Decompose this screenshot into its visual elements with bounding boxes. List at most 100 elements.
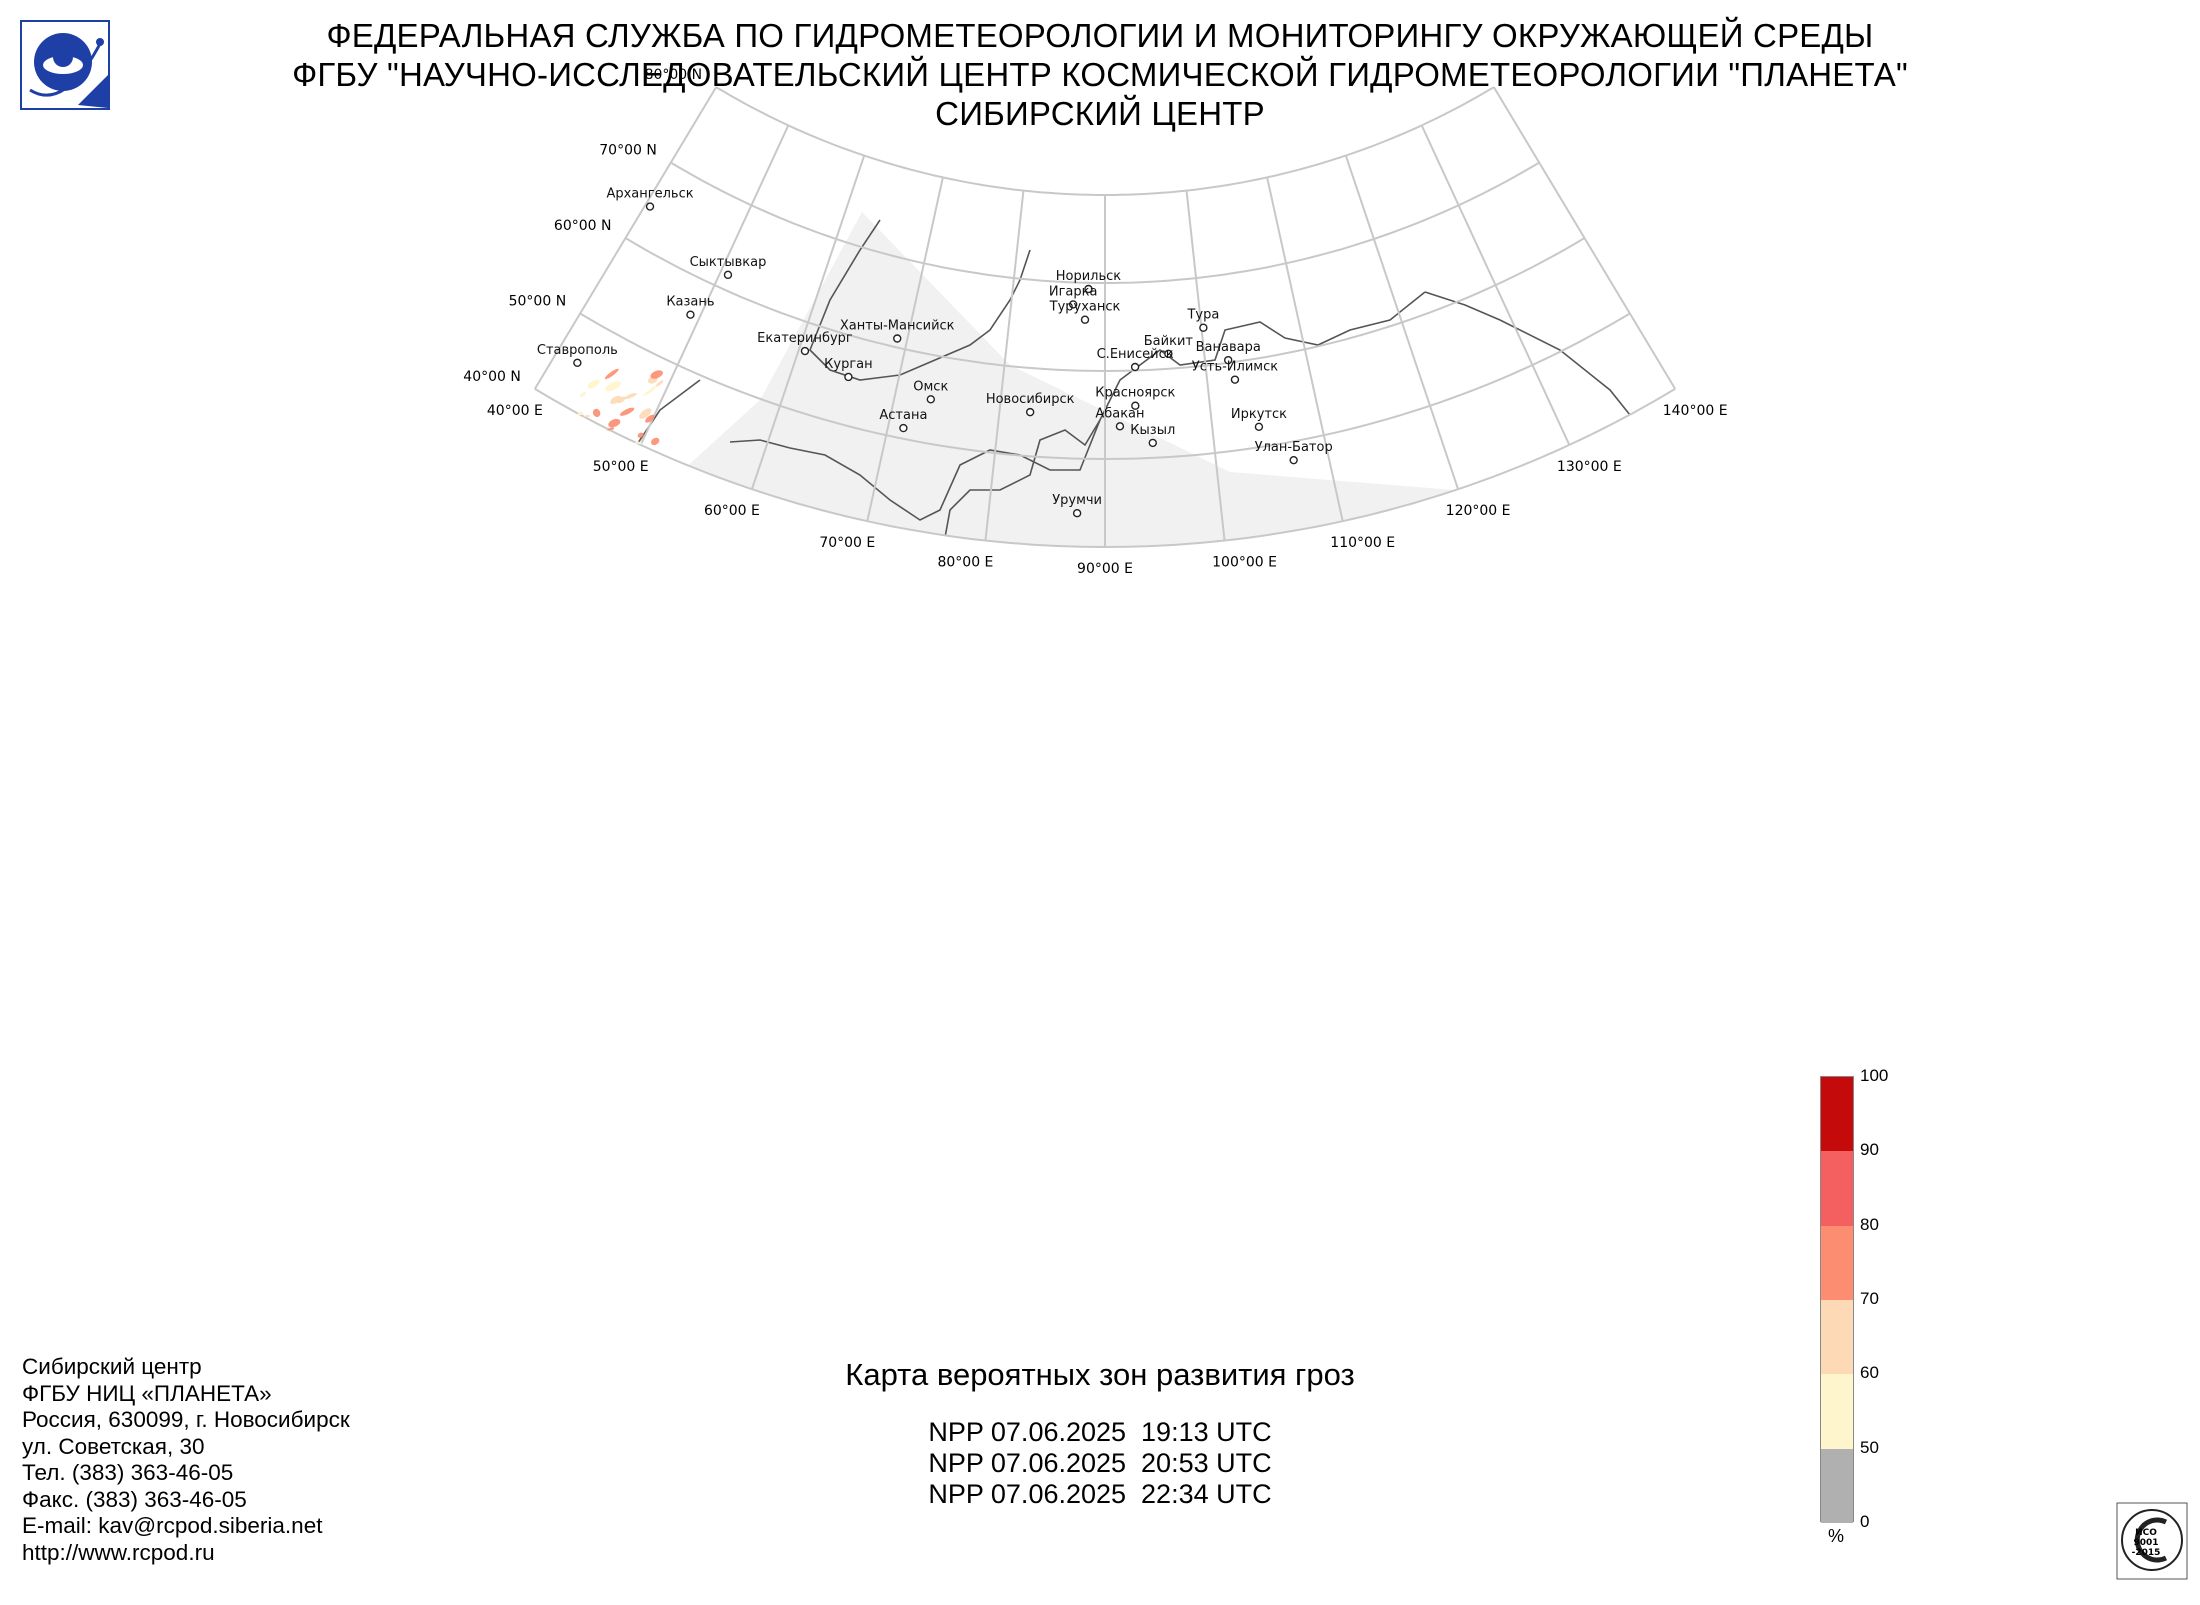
city-label: Ставрополь [537,343,618,358]
storm-cell [683,576,692,586]
storm-cell [817,596,831,606]
storm-cell [1398,908,1413,920]
storm-cell [1057,819,1073,832]
storm-cell [798,917,809,925]
storm-cell [650,586,660,595]
storm-cell [806,1092,817,1103]
map-title: Карта вероятных зон развития гроз [845,1357,1355,1392]
storm-cell [991,1091,1001,1101]
storm-cell [971,966,989,980]
storm-cell [578,503,594,515]
storm-cell [585,903,595,912]
storm-cell [647,489,661,499]
storm-cell [746,675,761,684]
storm-cell [1537,593,1546,600]
storm-cell [610,395,622,405]
storm-cell [1562,760,1576,768]
storm-cell [1190,1219,1206,1233]
storm-cell [683,935,699,948]
storm-cell [766,572,775,580]
storm-cell [602,525,613,533]
iso-text: ИСО [2135,1528,2157,1538]
storm-cell [921,1026,938,1041]
storm-cell [883,1102,897,1110]
city-label: Усть-Илимск [1192,360,1278,375]
storm-cell [1503,764,1509,769]
storm-cell [951,844,964,853]
storm-cell [685,851,696,861]
storm-cell [987,877,1007,894]
storm-cell [818,584,825,590]
storm-cell [1555,620,1564,627]
city-label: Красноярск [1095,386,1175,401]
storm-cell [955,1064,965,1072]
storm-cell [918,1127,936,1139]
storm-cell [582,529,595,541]
storm-cell [915,1111,924,1120]
storm-cell [702,648,717,656]
storm-cell [626,926,638,935]
storm-cell [934,896,947,909]
storm-cell [1507,632,1520,639]
storm-cell [673,971,683,982]
storm-cell [467,717,482,729]
storm-cell [676,556,689,568]
storm-cell [946,895,962,905]
storm-cell [1563,779,1573,789]
storm-cell [1427,727,1442,737]
storm-cell [950,1095,959,1104]
storm-cell [641,652,649,660]
header-line-3: СИБИРСКИЙ ЦЕНТР [935,95,1265,132]
address-line: ФГБУ НИЦ «ПЛАНЕТА» [22,1380,272,1406]
storm-cell [814,958,828,969]
storm-cell [471,703,484,715]
storm-cell [754,988,770,1002]
storm-cell [1526,555,1537,565]
storm-cell [1078,819,1091,830]
storm-cell [988,1099,997,1108]
storm-cell [1471,725,1480,733]
storm-cell [1537,846,1553,858]
storm-cell [631,848,644,859]
storm-cell [592,571,600,577]
storm-cell [1401,937,1409,948]
storm-cell [954,1011,967,1022]
address-website[interactable]: http://www.rcpod.ru [22,1539,215,1565]
storm-cell [1387,932,1403,942]
storm-cell [1554,831,1566,842]
storm-cell [959,1082,973,1095]
storm-cell [903,1129,921,1141]
storm-cell [1003,1011,1012,1019]
storm-cell [626,523,635,531]
storm-cell [938,1119,951,1129]
storm-cell [748,581,755,590]
storm-cell [928,994,941,1006]
storm-cell [1563,769,1575,780]
meridian-line [1344,155,1460,490]
storm-cell [642,497,649,503]
storm-cell [637,668,655,681]
storm-cell [853,950,863,961]
storm-cell [822,600,839,611]
longitude-label: 140°00 E [1663,403,1728,419]
storm-cell [956,1129,972,1141]
storm-cell [611,674,618,680]
storm-cell [840,907,857,920]
storm-cell [781,929,792,938]
storm-cell [645,861,662,875]
storm-cell [468,676,483,688]
storm-cell [1543,756,1551,765]
address-email[interactable]: E-mail: kav@rcpod.siberia.net [22,1513,323,1538]
city-label: Сыктывкар [690,255,767,270]
address-line: Факс. (383) 363-46-05 [22,1486,247,1512]
storm-cell [1422,953,1437,967]
storm-cell [495,694,508,704]
storm-cell [956,847,971,860]
storm-cell [653,664,663,674]
legend-tick: 70 [1860,1289,1879,1308]
city-label: Тура [1186,308,1219,323]
storm-cell [1508,645,1519,653]
storm-cell [1560,835,1569,843]
storm-cell [435,661,454,675]
storm-cell [782,913,798,925]
